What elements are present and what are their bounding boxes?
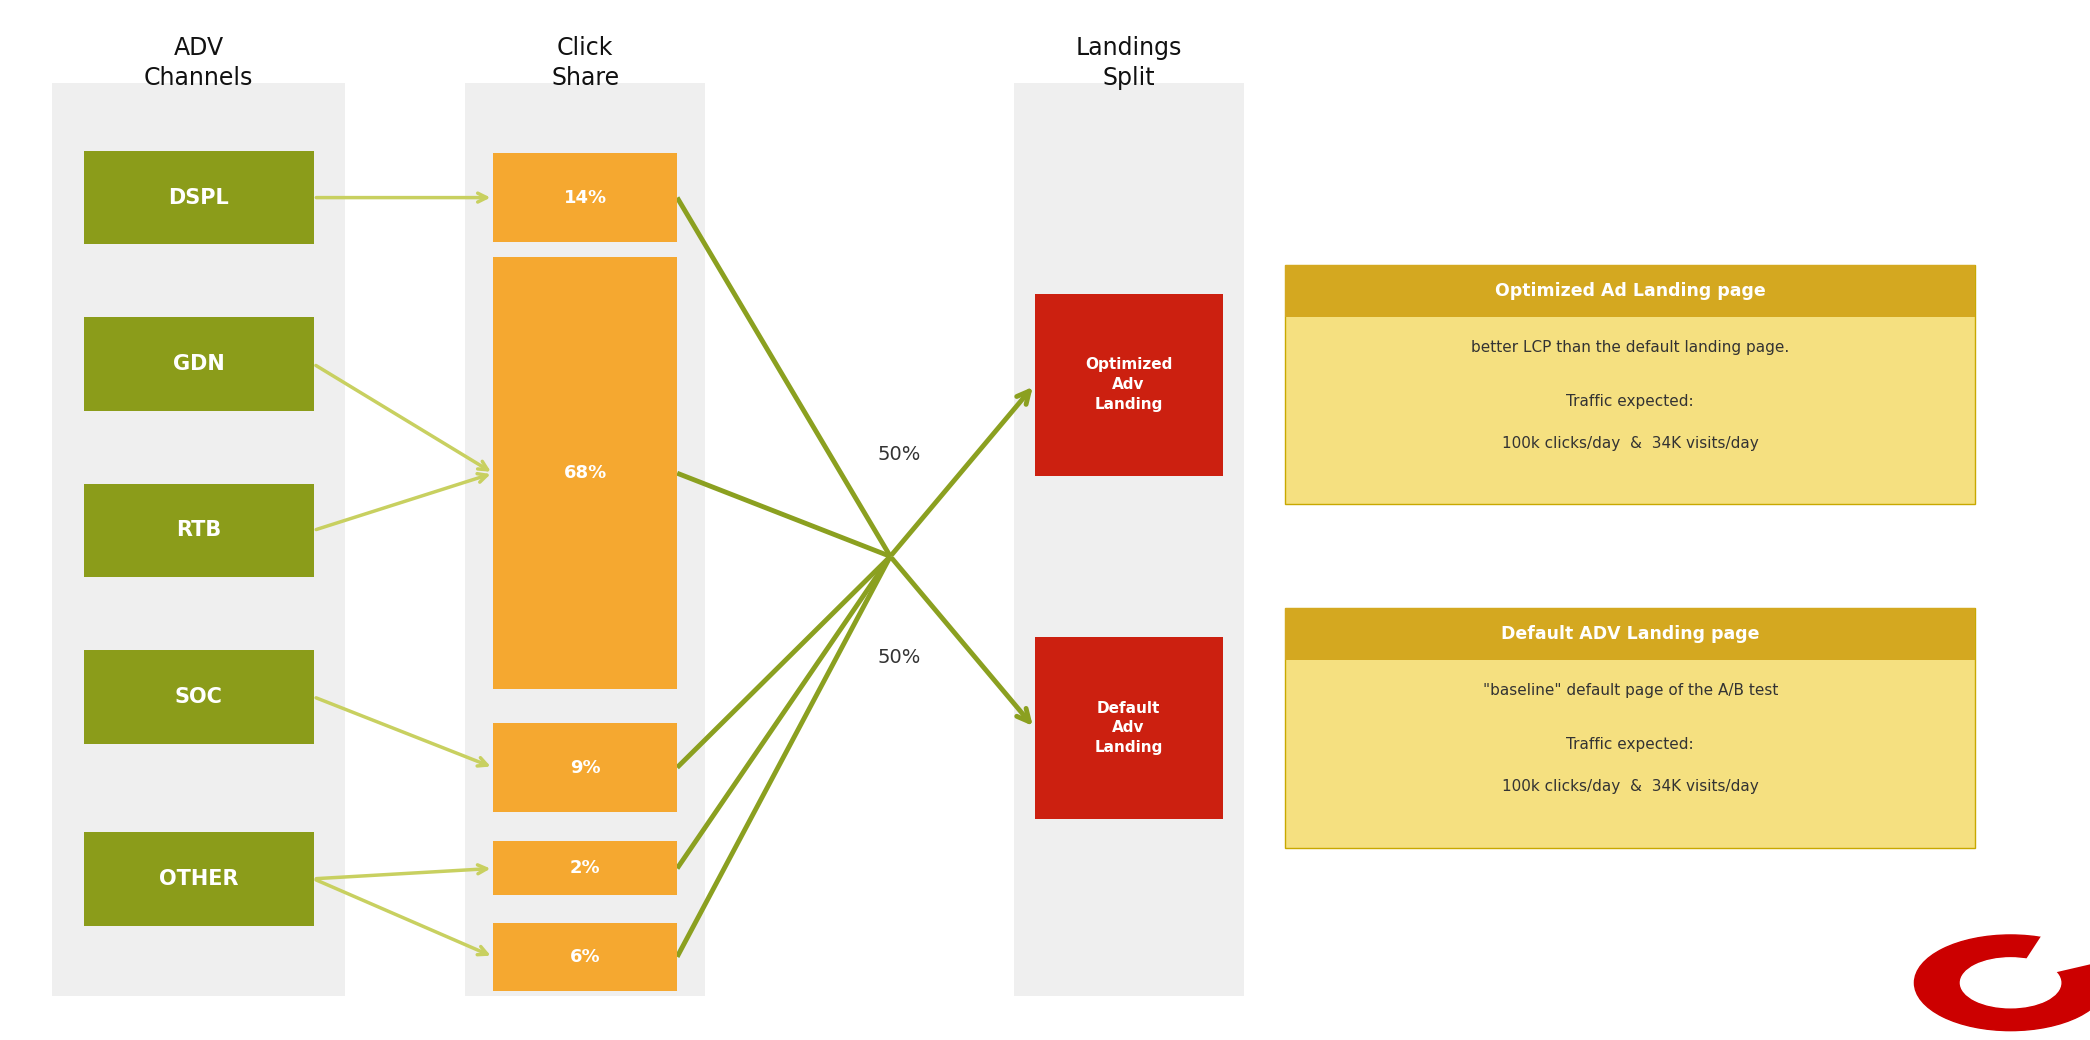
FancyBboxPatch shape: [84, 650, 314, 744]
Text: ADV
Channels: ADV Channels: [144, 36, 253, 90]
FancyBboxPatch shape: [493, 924, 677, 990]
Text: 9%: 9%: [571, 758, 600, 777]
Text: 2%: 2%: [571, 859, 600, 878]
Text: 50%: 50%: [878, 445, 920, 465]
FancyBboxPatch shape: [52, 83, 345, 996]
Circle shape: [1960, 958, 2061, 1008]
FancyBboxPatch shape: [493, 258, 677, 688]
Text: "baseline" default page of the A/B test: "baseline" default page of the A/B test: [1482, 683, 1779, 698]
Wedge shape: [2019, 933, 2090, 977]
FancyBboxPatch shape: [1035, 293, 1223, 476]
Text: Traffic expected:: Traffic expected:: [1565, 737, 1695, 752]
FancyBboxPatch shape: [1014, 83, 1244, 996]
Text: Default
Adv
Landing: Default Adv Landing: [1095, 701, 1162, 755]
Text: 14%: 14%: [564, 188, 606, 207]
Text: 50%: 50%: [878, 648, 920, 668]
Text: SOC: SOC: [176, 686, 222, 707]
FancyBboxPatch shape: [84, 151, 314, 244]
Text: Default ADV Landing page: Default ADV Landing page: [1501, 625, 1760, 644]
FancyBboxPatch shape: [84, 317, 314, 411]
FancyBboxPatch shape: [1285, 608, 1975, 848]
Text: Optimized Ad Landing page: Optimized Ad Landing page: [1494, 282, 1766, 301]
FancyBboxPatch shape: [493, 153, 677, 241]
FancyBboxPatch shape: [84, 832, 314, 926]
Text: OTHER: OTHER: [159, 868, 238, 889]
FancyBboxPatch shape: [1285, 608, 1975, 660]
Text: Optimized
Adv
Landing: Optimized Adv Landing: [1085, 358, 1172, 412]
FancyBboxPatch shape: [493, 841, 677, 895]
Text: DSPL: DSPL: [167, 187, 230, 208]
FancyBboxPatch shape: [493, 724, 677, 811]
FancyBboxPatch shape: [84, 484, 314, 577]
FancyBboxPatch shape: [1285, 265, 1975, 504]
Text: Traffic expected:: Traffic expected:: [1565, 394, 1695, 409]
Text: 68%: 68%: [564, 464, 606, 483]
Text: 6%: 6%: [571, 947, 600, 966]
FancyBboxPatch shape: [1285, 265, 1975, 317]
Text: RTB: RTB: [176, 520, 222, 541]
Text: Click
Share: Click Share: [552, 36, 619, 90]
Text: better LCP than the default landing page.: better LCP than the default landing page…: [1471, 340, 1789, 355]
Text: Landings
Split: Landings Split: [1076, 36, 1181, 90]
Text: 100k clicks/day  &  34K visits/day: 100k clicks/day & 34K visits/day: [1503, 779, 1758, 794]
FancyBboxPatch shape: [1035, 636, 1223, 820]
Text: 100k clicks/day  &  34K visits/day: 100k clicks/day & 34K visits/day: [1503, 436, 1758, 450]
Text: GDN: GDN: [173, 354, 224, 374]
Circle shape: [1914, 935, 2090, 1031]
FancyBboxPatch shape: [466, 83, 706, 996]
